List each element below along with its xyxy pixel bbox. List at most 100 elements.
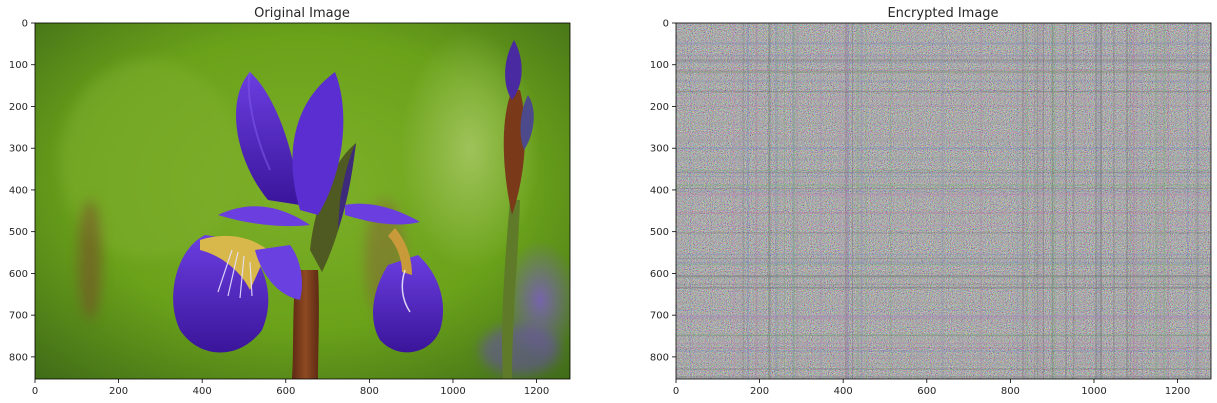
- noise-streak: [1126, 23, 1129, 379]
- noise-streak: [1026, 23, 1028, 379]
- original-y-tick-label: 100: [9, 60, 28, 71]
- noise-streak: [676, 55, 1211, 57]
- noise-streak: [792, 23, 794, 379]
- noise-streak: [676, 257, 1211, 260]
- noise-streak: [1041, 23, 1044, 379]
- original-image-title: Original Image: [254, 6, 350, 21]
- noise-streak: [676, 97, 1211, 100]
- noise-streak: [676, 71, 1211, 73]
- noise-streak: [676, 122, 1211, 125]
- original-y-tick-label: 300: [9, 144, 28, 155]
- noise-streak: [1155, 23, 1158, 379]
- noise-streak: [1141, 23, 1143, 379]
- noise-streak: [739, 23, 741, 379]
- encrypted-noise-image: [676, 23, 1211, 379]
- noise-streak: [676, 315, 1211, 318]
- noise-streak: [676, 211, 1211, 214]
- noise-streak: [1042, 23, 1044, 379]
- noise-streak: [860, 23, 862, 379]
- noise-streak: [710, 23, 712, 379]
- noise-streak: [676, 253, 1211, 256]
- noise-streak: [820, 23, 822, 379]
- original-y-ticks: 0 100 200 300 400 500 600 700 800: [9, 19, 35, 363]
- noise-streak: [676, 315, 1211, 318]
- noise-streak: [676, 69, 1211, 71]
- noise-streak: [962, 23, 964, 379]
- noise-streak: [1095, 23, 1097, 379]
- noise-streak: [1100, 23, 1102, 379]
- encrypted-y-tick-label: 0: [663, 19, 669, 30]
- noise-streak: [916, 23, 918, 379]
- noise-streak: [676, 156, 1211, 159]
- noise-streak: [1022, 23, 1024, 379]
- noise-streak: [852, 23, 853, 379]
- noise-streak: [768, 23, 771, 379]
- noise-streak: [676, 368, 1211, 370]
- noise-streak: [676, 232, 1211, 234]
- noise-streak: [676, 70, 1211, 73]
- encrypted-x-tick-label: 600: [917, 386, 936, 397]
- encrypted-image-title: Encrypted Image: [887, 6, 998, 21]
- noise-streak: [676, 193, 1211, 195]
- noise-streak: [683, 23, 686, 379]
- noise-streak: [732, 23, 734, 379]
- noise-streak: [676, 42, 1211, 45]
- original-photo: [35, 23, 570, 379]
- noise-streak: [775, 23, 777, 379]
- noise-streak: [676, 169, 1211, 172]
- encrypted-axes-frame: [675, 22, 1212, 380]
- noise-streak: [1052, 23, 1054, 379]
- noise-streak: [847, 23, 849, 379]
- noise-streak: [676, 190, 1211, 193]
- noise-streak: [676, 333, 1211, 336]
- noise-streak: [1156, 23, 1159, 379]
- noise-streak: [1084, 23, 1086, 379]
- noise-streak: [689, 23, 692, 379]
- noise-streak: [676, 180, 1211, 182]
- original-x-tick-label: 1000: [440, 386, 465, 397]
- noise-streak: [676, 105, 1211, 108]
- encrypted-x-tick-label: 200: [750, 386, 769, 397]
- original-x-tick-label: 1200: [524, 386, 549, 397]
- noise-streak: [676, 61, 1211, 64]
- original-axes-frame: [34, 22, 571, 380]
- encrypted-x-tick-label: 0: [673, 386, 679, 397]
- noise-streak: [676, 301, 1211, 304]
- noise-streak: [839, 23, 841, 379]
- noise-streak: [676, 132, 1211, 135]
- noise-streak: [1198, 23, 1199, 379]
- noise-streak: [784, 23, 785, 379]
- noise-streak: [1149, 23, 1151, 379]
- encrypted-y-tick-label: 100: [650, 60, 669, 71]
- original-y-tick-label: 0: [22, 19, 28, 30]
- noise-streak: [1194, 23, 1197, 379]
- noise-streak: [847, 23, 849, 379]
- original-y-tick-label: 400: [9, 185, 28, 196]
- noise-streak: [1024, 23, 1026, 379]
- noise-streak: [865, 23, 868, 379]
- original-y-tick-label: 200: [9, 102, 28, 113]
- noise-streak: [676, 136, 1211, 139]
- noise-streak: [909, 23, 912, 379]
- noise-streak: [820, 23, 822, 379]
- noise-streak: [676, 263, 1211, 266]
- noise-streak: [676, 171, 1211, 173]
- noise-streak: [676, 335, 1211, 337]
- noise-streak: [1167, 23, 1170, 379]
- original-x-tick-label: 600: [276, 386, 295, 397]
- noise-streak: [676, 286, 1211, 289]
- noise-streak: [845, 23, 848, 379]
- encrypted-y-tick-label: 300: [650, 144, 669, 155]
- noise-streak: [676, 59, 1211, 62]
- noise-streak: [792, 23, 795, 379]
- original-x-tick-label: 200: [109, 386, 128, 397]
- noise-streak: [742, 23, 745, 379]
- noise-streak: [1097, 23, 1100, 379]
- noise-streak: [676, 275, 1211, 278]
- original-y-tick-label: 500: [9, 227, 28, 238]
- noise-streak: [676, 194, 1211, 197]
- noise-streak: [676, 261, 1211, 264]
- noise-streak: [845, 23, 847, 379]
- noise-streak: [980, 23, 982, 379]
- noise-streak: [1163, 23, 1166, 379]
